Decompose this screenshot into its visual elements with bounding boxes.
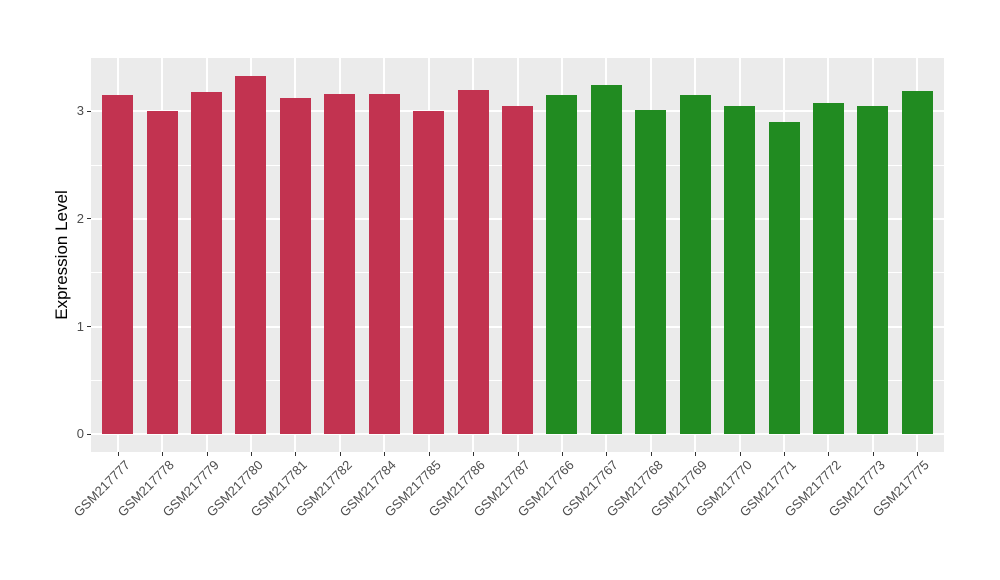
y-tick-mark: [87, 326, 91, 328]
bar-GSM217767: [590, 84, 622, 435]
y-tick-label: 3: [76, 103, 84, 119]
x-tick-mark: [428, 452, 430, 456]
bar-GSM217766: [546, 95, 578, 435]
x-tick-mark: [295, 452, 297, 456]
bar-GSM217787: [501, 106, 534, 435]
y-tick-label: 1: [76, 318, 84, 334]
bar-GSM217780: [235, 75, 267, 435]
y-tick-label: 0: [76, 426, 84, 442]
bar-GSM217777: [102, 95, 134, 435]
x-tick-mark: [206, 452, 208, 456]
bar-GSM217769: [679, 95, 711, 435]
x-tick-mark: [650, 452, 652, 456]
bar-GSM217781: [279, 98, 311, 435]
bar-GSM217768: [635, 110, 667, 435]
x-tick-mark: [695, 452, 697, 456]
bar-GSM217772: [812, 102, 845, 435]
bar-GSM217775: [901, 90, 933, 435]
y-tick-label: 2: [76, 210, 84, 226]
bar-GSM217770: [724, 106, 756, 435]
bar-GSM217779: [190, 92, 223, 435]
bar-GSM217771: [768, 122, 800, 435]
y-tick-mark: [87, 218, 91, 220]
x-tick-mark: [606, 452, 608, 456]
x-tick-mark: [339, 452, 341, 456]
x-tick-mark: [739, 452, 741, 456]
x-tick-mark: [872, 452, 874, 456]
plot-panel: [91, 58, 944, 452]
x-tick-mark: [250, 452, 252, 456]
y-tick-mark: [87, 110, 91, 112]
bar-GSM217773: [857, 106, 889, 435]
x-tick-mark: [561, 452, 563, 456]
bar-GSM217784: [368, 94, 400, 435]
bar-GSM217786: [457, 89, 489, 435]
x-tick-mark: [384, 452, 386, 456]
x-tick-mark: [162, 452, 164, 456]
x-tick-mark: [517, 452, 519, 456]
x-tick-mark: [117, 452, 119, 456]
bar-GSM217785: [413, 111, 445, 435]
bar-GSM217782: [324, 94, 356, 435]
x-tick-mark: [473, 452, 475, 456]
y-tick-mark: [87, 433, 91, 435]
x-tick-mark: [784, 452, 786, 456]
y-axis-title: Expression Level: [52, 190, 71, 320]
x-tick-mark: [828, 452, 830, 456]
bar-GSM217778: [146, 111, 178, 435]
x-tick-mark: [917, 452, 919, 456]
